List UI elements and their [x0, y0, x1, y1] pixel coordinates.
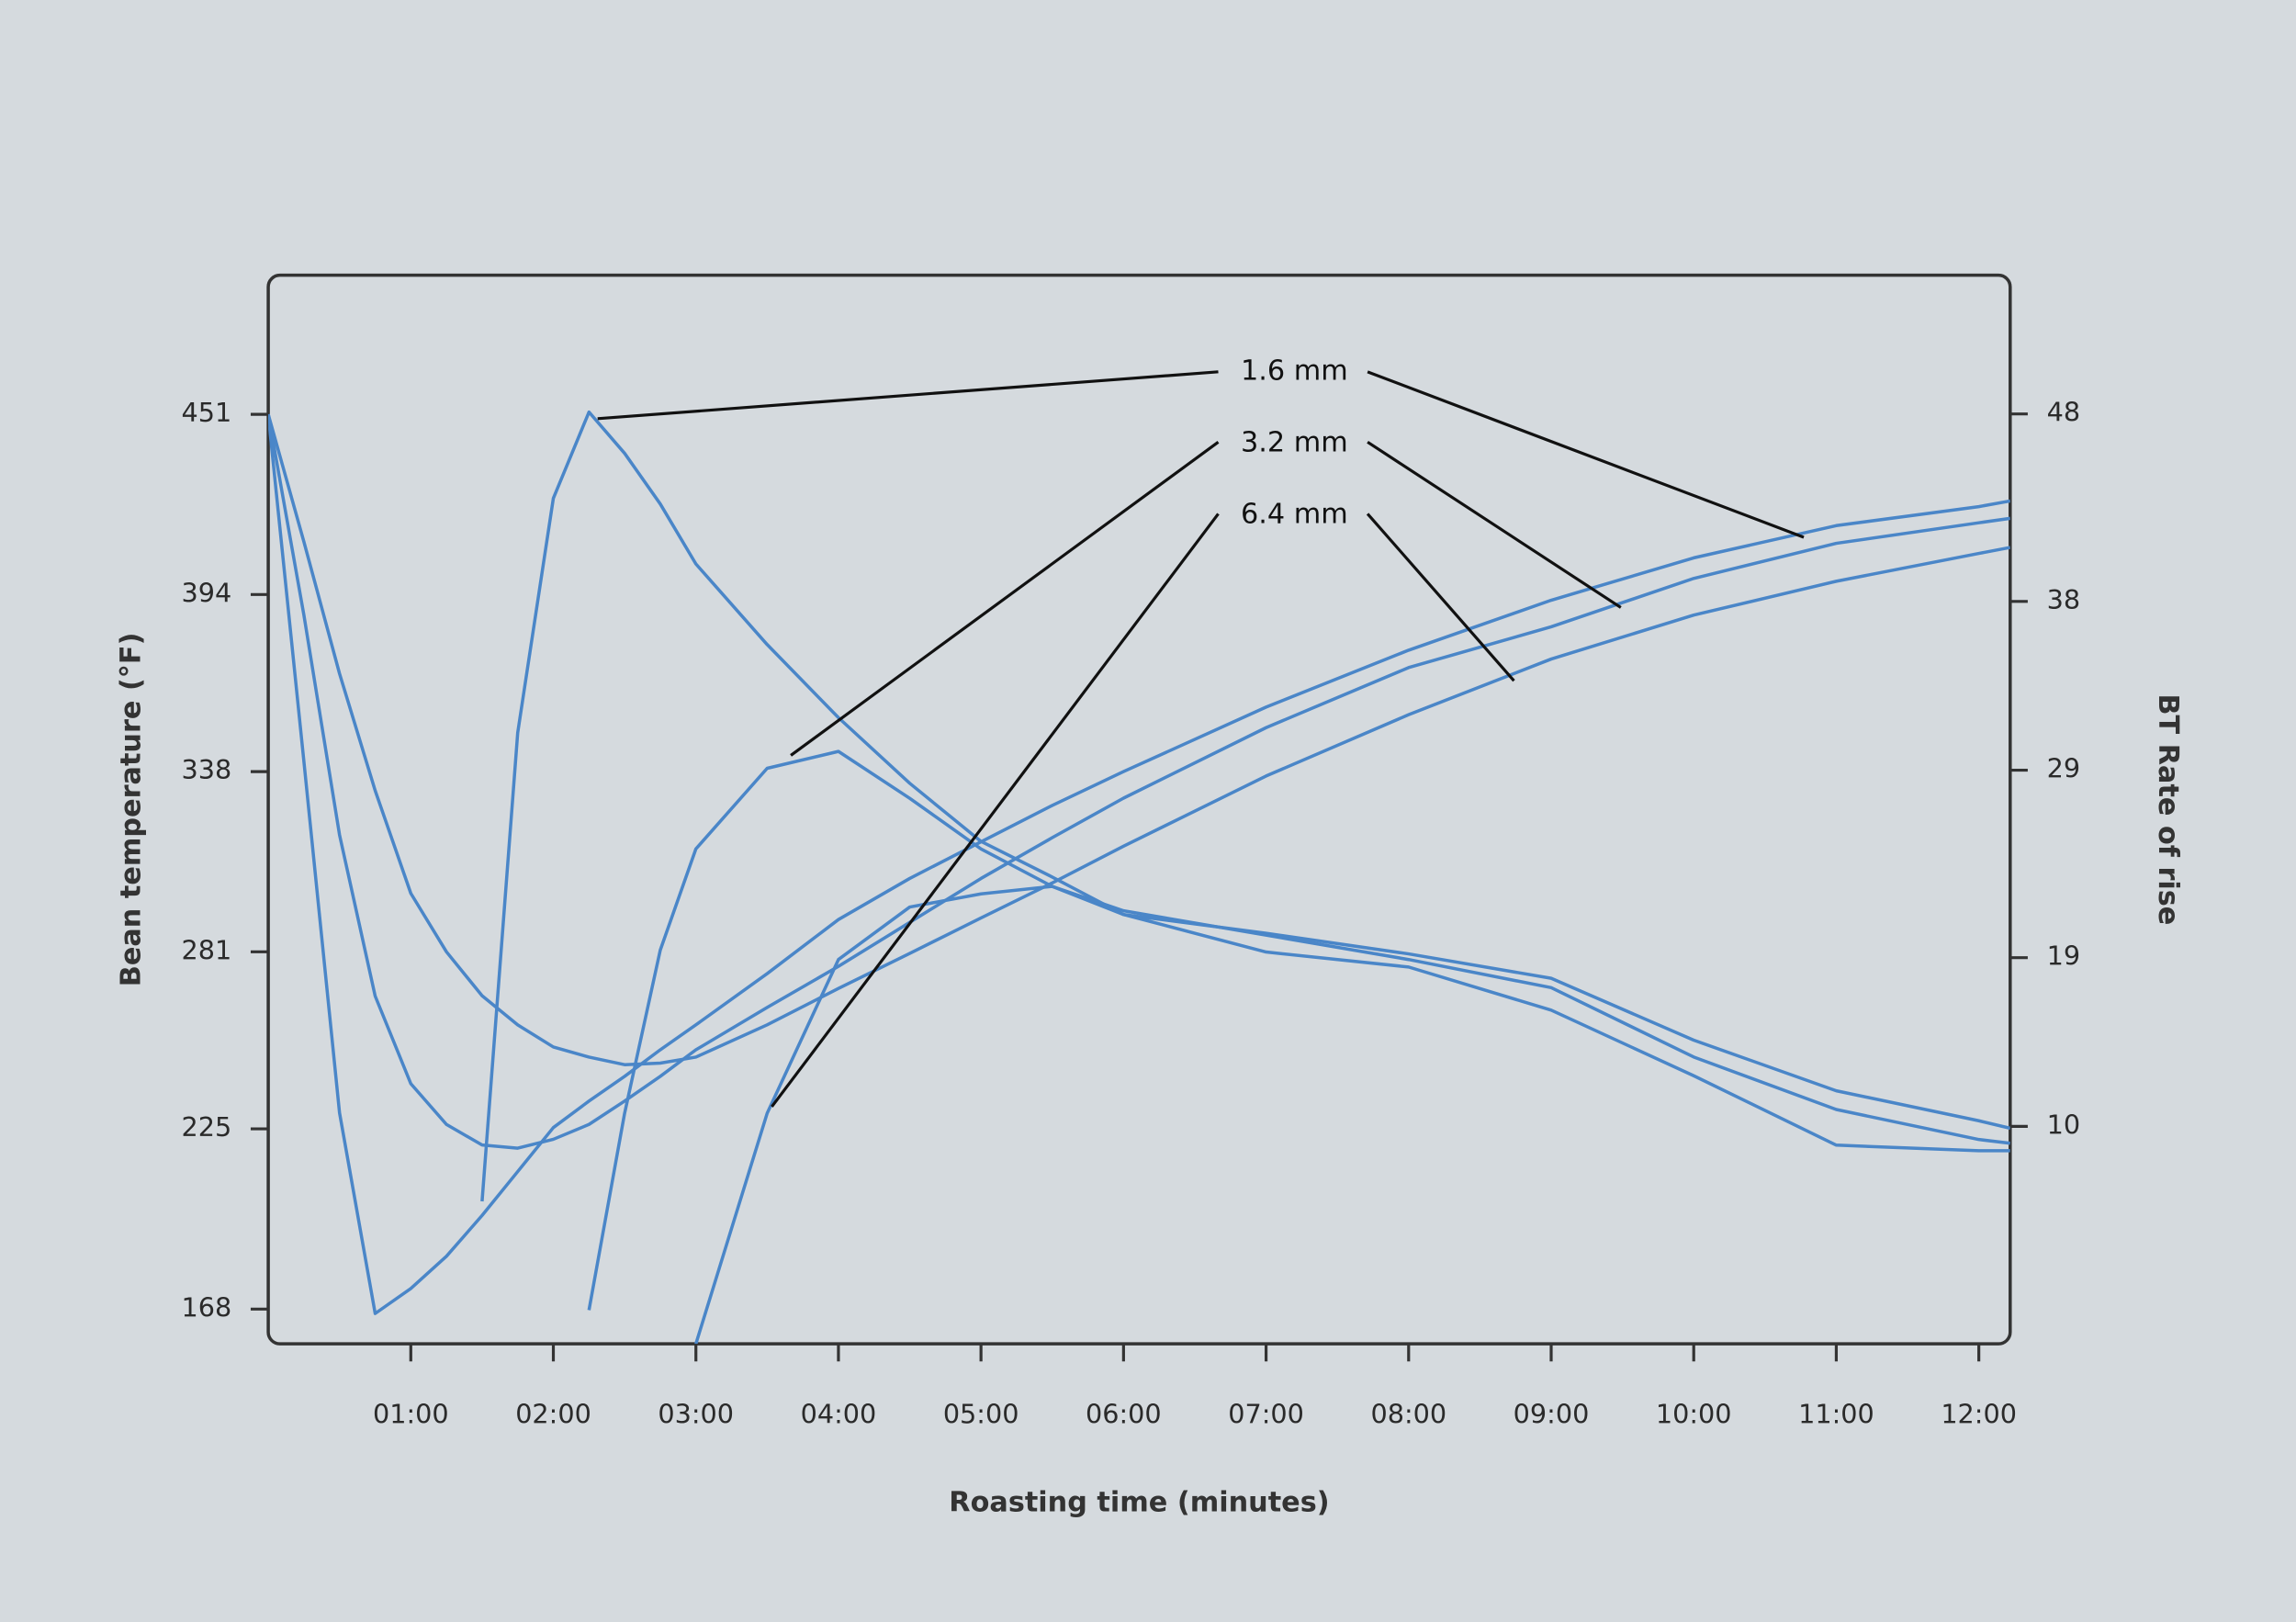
y2-axis-title: BT Rate of rise [2152, 693, 2184, 925]
data-line [268, 413, 2010, 1315]
annotation: 6.4 mm [1241, 499, 1348, 531]
leader-line [597, 370, 1219, 421]
y-axis-title: Bean temperature (°F) [115, 633, 147, 987]
y-tick-label: 168 [182, 1291, 232, 1323]
annotation: 3.2 mm [1241, 426, 1348, 458]
x-tick-label: 02:00 [515, 1398, 591, 1429]
leader-line [1366, 513, 1515, 682]
x-tick-label: 07:00 [1228, 1398, 1304, 1429]
y-tick-label: 451 [182, 397, 232, 428]
y-tick-label: 338 [182, 754, 232, 785]
y-tick-label: 225 [182, 1111, 232, 1143]
x-tick-label: 08:00 [1370, 1398, 1446, 1429]
x-tick-label: 09:00 [1514, 1398, 1590, 1429]
x-tick-label: 11:00 [1798, 1398, 1874, 1429]
x-axis-title: Roasting time (minutes) [949, 1486, 1329, 1518]
y2-tick-label: 38 [2047, 584, 2080, 615]
leader-line [790, 441, 1220, 757]
x-tick-label: 04:00 [801, 1398, 877, 1429]
data-line [268, 413, 2010, 1066]
y2-tick-label: 48 [2047, 397, 2080, 428]
y-tick-label: 394 [182, 577, 232, 608]
x-tick-label: 05:00 [943, 1398, 1019, 1429]
plot-frame [266, 273, 2012, 1346]
x-tick-label: 12:00 [1941, 1398, 2017, 1429]
x-tick-label: 03:00 [658, 1398, 734, 1429]
plot-lines [268, 410, 2010, 1345]
x-tick-label: 10:00 [1656, 1398, 1732, 1429]
y2-tick-label: 10 [2047, 1109, 2080, 1140]
leader-line [1367, 370, 1805, 539]
x-tick-label: 01:00 [373, 1398, 449, 1429]
y2-tick-label: 19 [2047, 941, 2080, 972]
y2-tick-label: 29 [2047, 753, 2080, 784]
data-line [480, 410, 2010, 1202]
annotation: 1.6 mm [1241, 355, 1348, 387]
leader-line [1367, 441, 1622, 609]
leader-line [771, 513, 1220, 1108]
y-tick-label: 281 [182, 934, 232, 965]
data-line [268, 413, 2010, 1150]
data-line [694, 884, 2010, 1345]
x-tick-label: 06:00 [1086, 1398, 1162, 1429]
